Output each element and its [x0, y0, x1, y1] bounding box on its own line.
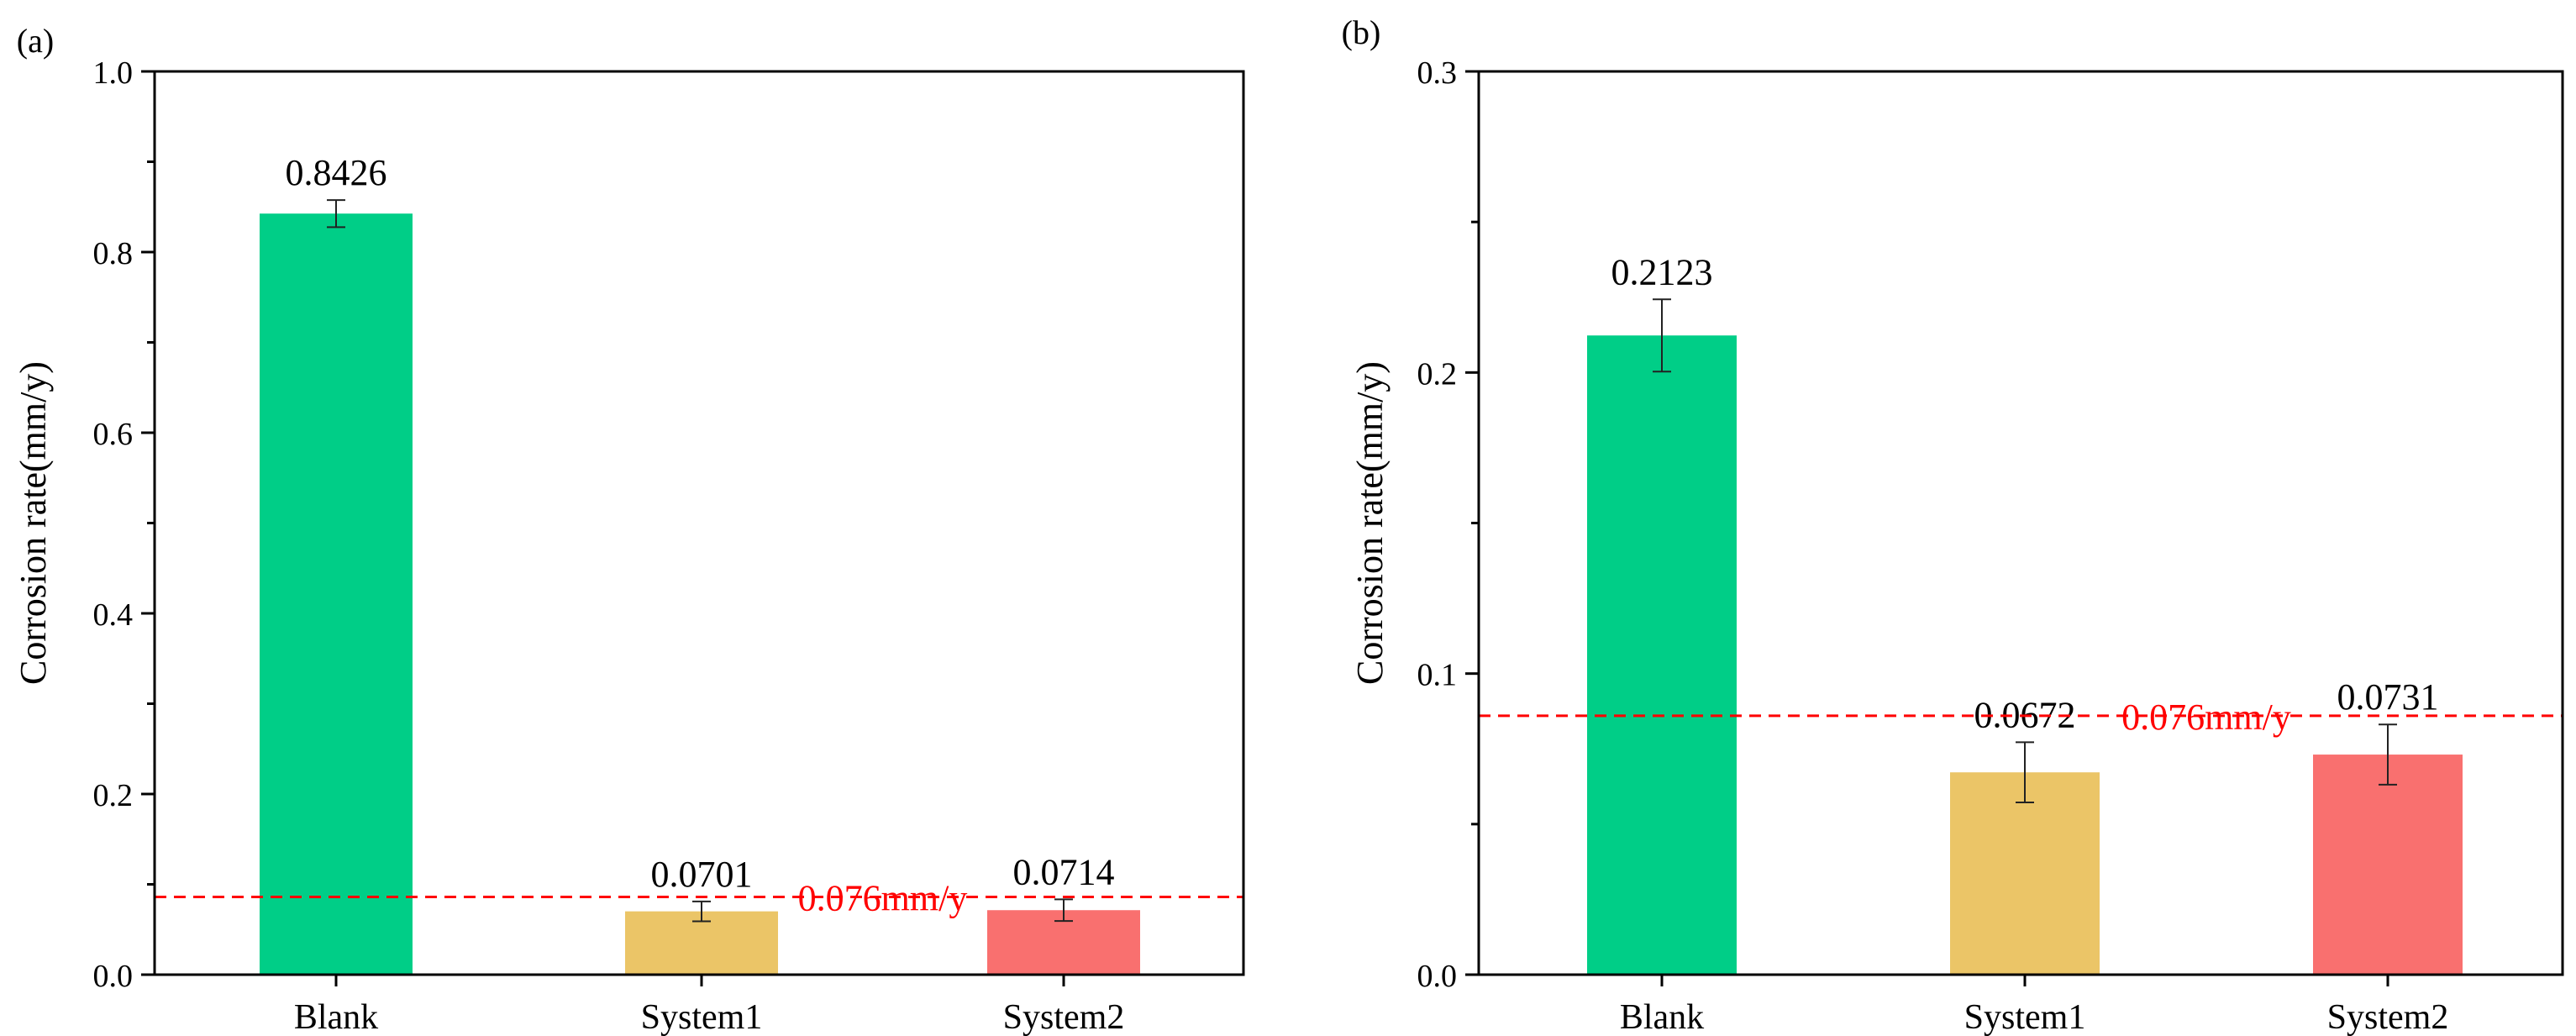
value-label: 0.0701: [651, 854, 753, 895]
value-label: 0.0731: [2337, 676, 2439, 718]
y-tick-label: 0.4: [93, 597, 134, 633]
value-label: 0.2123: [1611, 251, 1713, 292]
y-tick-labels: 0.0 0.1 0.2 0.3: [1417, 55, 1458, 994]
x-tick-label: System1: [641, 998, 763, 1036]
y-tick-label: 0.0: [93, 959, 134, 994]
error-bars: [327, 199, 1073, 923]
panel-label: (b): [1342, 13, 1381, 51]
bar-system1: [1950, 772, 2100, 975]
x-tick-labels: Blank System1 System2: [294, 975, 1125, 1036]
value-label: 0.8426: [286, 152, 387, 193]
plot-frame: [1477, 70, 2564, 976]
threshold-label: 0.076mm/y: [2121, 697, 2291, 738]
tick-marks: [141, 70, 155, 976]
bar-blank: [1587, 335, 1737, 976]
threshold-label: 0.076mm/y: [798, 878, 968, 919]
chart-panel-a: (a) 0.0 0.2 0.4 0.6 0.8 1.0 0.8426 0.0701 0.071…: [13, 22, 1245, 1036]
x-tick-labels: Blank System1 System2: [1620, 975, 2449, 1036]
plot-frame: [153, 70, 1245, 976]
y-axis-label: Corrosion rate(mm/y): [13, 361, 54, 685]
y-tick-label: 0.8: [93, 236, 134, 271]
y-tick-label: 0.6: [93, 417, 134, 452]
y-tick-label: 0.3: [1417, 55, 1458, 91]
error-bars: [1653, 298, 2397, 804]
bars: [1587, 335, 2463, 976]
y-tick-label: 0.1: [1417, 658, 1458, 693]
y-tick-label: 1.0: [93, 55, 134, 91]
bar-system2: [2313, 755, 2463, 975]
value-label: 0.0714: [1013, 851, 1115, 892]
x-tick-label: System2: [2327, 998, 2449, 1036]
panel-label: (a): [17, 22, 54, 60]
value-labels: 0.8426 0.0701 0.0714: [286, 152, 1115, 895]
tick-marks: [1465, 70, 1479, 976]
x-tick-label: Blank: [1620, 998, 1704, 1036]
bars: [260, 213, 1140, 975]
x-tick-label: System2: [1003, 998, 1125, 1036]
y-tick-label: 0.2: [93, 778, 134, 813]
y-tick-label: 0.2: [1417, 356, 1458, 392]
x-tick-label: Blank: [294, 998, 378, 1036]
x-tick-label: System1: [1964, 998, 2086, 1036]
y-tick-label: 0.0: [1417, 959, 1458, 994]
bar-blank: [260, 213, 413, 975]
y-tick-labels: 0.0 0.2 0.4 0.6 0.8 1.0: [93, 55, 134, 994]
y-axis-label: Corrosion rate(mm/y): [1349, 361, 1391, 685]
